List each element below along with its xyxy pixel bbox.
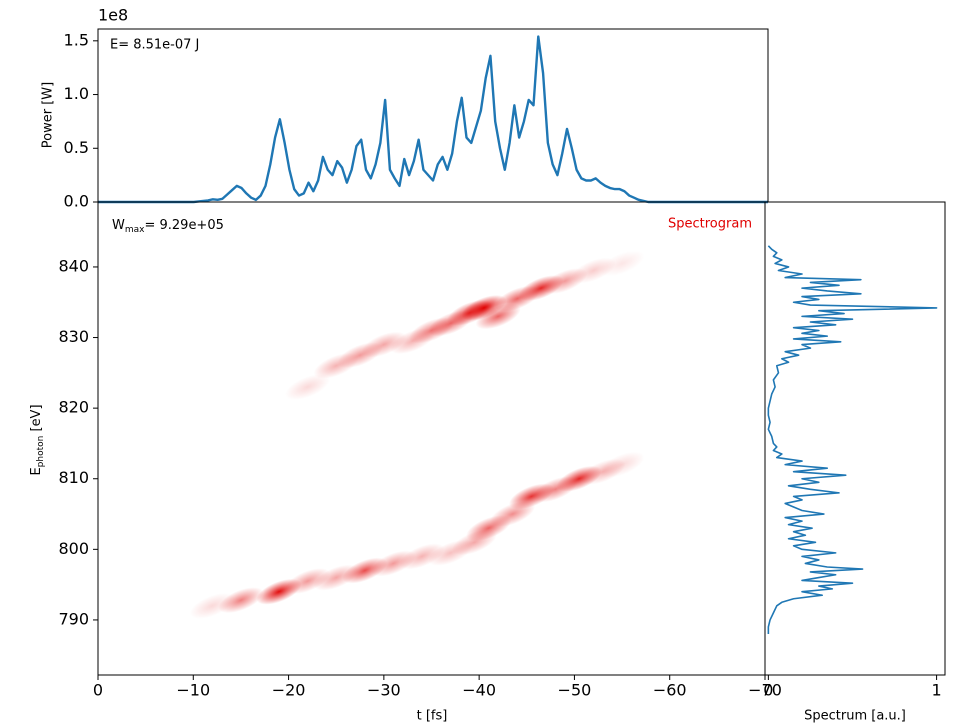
- x-tick-label: 0: [93, 681, 103, 700]
- y-tick-label: 820: [58, 398, 89, 417]
- spectrogram-cell: [285, 374, 331, 400]
- y-tick-label: 1.0: [64, 84, 89, 103]
- x-tick-label: −20: [272, 681, 306, 700]
- x-tick-label: −40: [462, 681, 496, 700]
- y-tick-label: 830: [58, 327, 89, 346]
- axes-frame: [764, 201, 946, 676]
- ylabel-subscript: photon: [36, 436, 46, 468]
- y-tick-label: 810: [58, 468, 89, 487]
- x-tick-label: −10: [176, 681, 210, 700]
- x-tick-label: −60: [653, 681, 687, 700]
- wmax-annotation: Wmax= 9.29e+05: [112, 218, 224, 235]
- y-tick-label: 840: [58, 256, 89, 275]
- x-tick-label: −30: [367, 681, 401, 700]
- power-ylabel: Power [W]: [41, 82, 56, 148]
- spectrogram-cell: [599, 250, 645, 277]
- x-tick-label: −70: [748, 681, 782, 700]
- x-tick-label: 1: [931, 681, 941, 700]
- spectrogram-cell: [599, 451, 645, 478]
- y-tick-label: 790: [58, 609, 89, 628]
- spectrogram-cell: [461, 294, 507, 321]
- spectrogram-cell: [218, 587, 264, 614]
- y-tick-label: 800: [58, 539, 89, 558]
- ylabel-symbol: E: [29, 467, 44, 475]
- wmax-symbol: W: [112, 218, 125, 233]
- spectrogram-label: Spectrogram: [668, 217, 752, 232]
- spectrogram-cell: [361, 331, 407, 358]
- spectrogram-ylabel: Ephoton [eV]: [29, 404, 46, 475]
- y-tick-label: 0.0: [64, 192, 89, 211]
- power-line: [98, 35, 768, 204]
- x-tick-label: −50: [558, 681, 592, 700]
- spectrum-line: [767, 245, 938, 635]
- spectrogram-cell: [285, 568, 331, 595]
- time-xlabel: t [fs]: [417, 709, 448, 724]
- ylabel-unit: [eV]: [29, 404, 44, 435]
- spectrum-xlabel: Spectrum [a.u.]: [804, 709, 906, 724]
- offset-label: 1e8: [98, 6, 128, 25]
- wmax-value: = 9.29e+05: [144, 218, 223, 233]
- energy-annotation: E= 8.51e-07 J: [110, 38, 199, 53]
- wmax-subscript: max: [125, 225, 145, 235]
- spectrogram-cell: [399, 543, 445, 570]
- y-tick-label: 1.5: [64, 30, 89, 49]
- x-tick-label: 0: [763, 681, 773, 700]
- y-tick-label: 0.5: [64, 138, 89, 157]
